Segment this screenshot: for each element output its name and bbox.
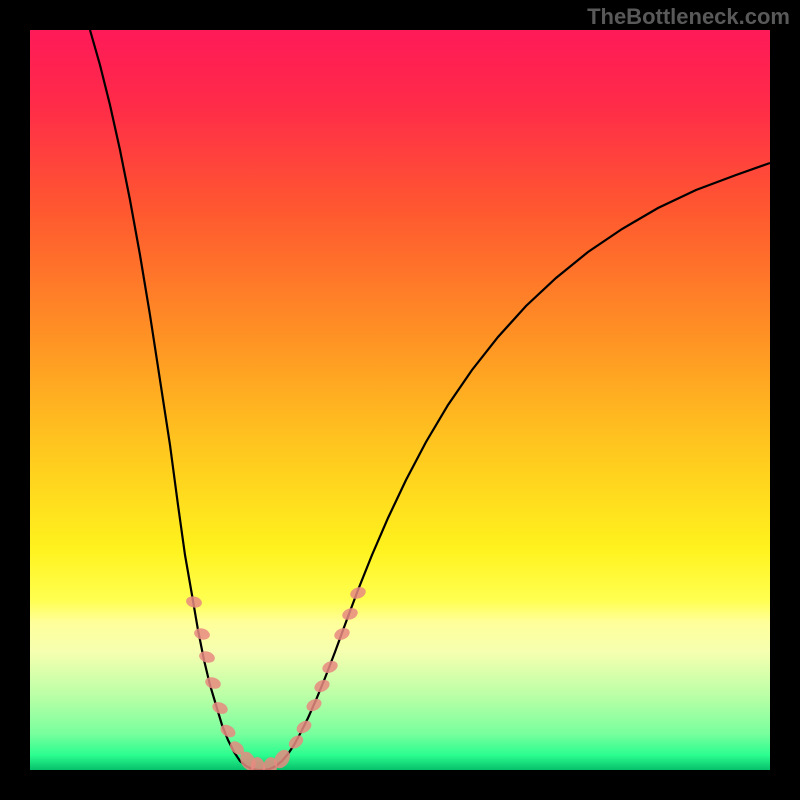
chart-svg: [30, 30, 770, 770]
watermark-text: TheBottleneck.com: [587, 4, 790, 30]
chart-background: [30, 30, 770, 770]
chart-container: [30, 30, 770, 770]
